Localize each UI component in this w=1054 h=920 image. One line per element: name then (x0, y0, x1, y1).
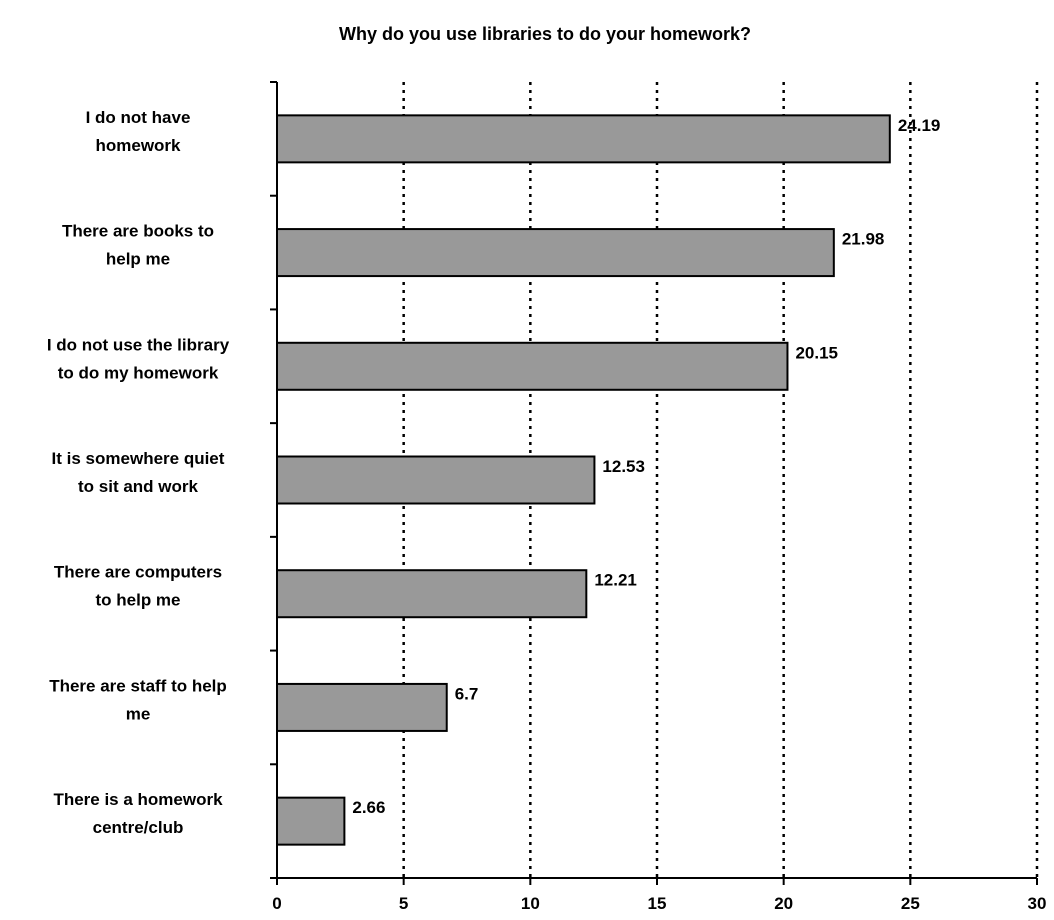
x-tick-label-30: 30 (1028, 894, 1047, 913)
category-label-7-line-2: centre/club (93, 818, 184, 837)
category-label-1-line-2: homework (95, 136, 181, 155)
labels: 24.19 I do not have homework 21.98 There are… (47, 108, 1047, 913)
category-label-5: There are computers to help me (54, 563, 222, 610)
data-label-7: 2.66 (352, 798, 385, 817)
category-label-4: It is somewhere quiet to sit and work (52, 449, 225, 496)
bars (276, 114, 891, 846)
category-label-2-line-2: help me (106, 250, 170, 269)
x-tick-label-5: 5 (399, 894, 408, 913)
bar-1 (276, 114, 891, 164)
category-label-1-line-1: I do not have (86, 108, 191, 127)
bar-6 (276, 682, 448, 732)
category-label-6: There are staff to help me (49, 676, 227, 723)
x-tick-label-20: 20 (774, 894, 793, 913)
bar-4 (276, 455, 596, 505)
x-tick-label-15: 15 (648, 894, 667, 913)
data-label-1: 24.19 (898, 116, 941, 135)
category-label-2-line-1: There are books to (62, 222, 214, 241)
category-label-3-line-2: to do my homework (58, 363, 219, 382)
category-label-3-line-1: I do not use the library (47, 335, 230, 354)
category-label-5-line-1: There are computers (54, 563, 222, 582)
x-tick-label-10: 10 (521, 894, 540, 913)
category-label-7-line-1: There is a homework (53, 790, 223, 809)
category-label-2: There are books to help me (62, 222, 214, 269)
category-label-3: I do not use the library to do my homewor… (47, 335, 230, 382)
chart-title: Why do you use libraries to do your home… (339, 24, 751, 44)
category-label-1: I do not have homework (86, 108, 191, 155)
bar-7 (276, 796, 346, 846)
category-label-4-line-1: It is somewhere quiet (52, 449, 225, 468)
data-label-2: 21.98 (842, 230, 885, 249)
data-label-6: 6.7 (455, 684, 479, 703)
bar-5 (276, 569, 588, 619)
data-label-4: 12.53 (602, 457, 645, 476)
category-label-4-line-2: to sit and work (78, 477, 199, 496)
category-label-6-line-1: There are staff to help (49, 676, 227, 695)
category-label-6-line-2: me (126, 704, 151, 723)
axes (270, 81, 1038, 885)
category-label-5-line-2: to help me (95, 591, 180, 610)
data-label-3: 20.15 (795, 343, 838, 362)
x-tick-label-0: 0 (272, 894, 281, 913)
data-label-5: 12.21 (594, 571, 637, 590)
bar-2 (276, 228, 835, 278)
category-label-7: There is a homework centre/club (53, 790, 223, 837)
bar-3 (276, 341, 789, 391)
x-tick-label-25: 25 (901, 894, 920, 913)
